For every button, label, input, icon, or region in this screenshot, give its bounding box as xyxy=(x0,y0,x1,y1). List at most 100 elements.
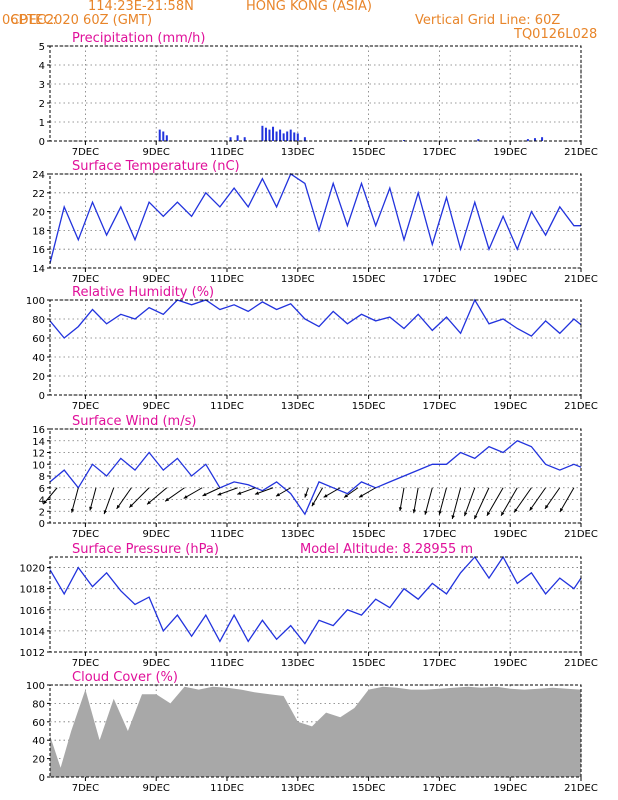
surface-wind-xtick-label: 15DEC xyxy=(352,529,386,540)
precipitation-bar xyxy=(229,137,232,141)
header-location: HONG KONG (ASIA) xyxy=(246,0,372,14)
wind-arrow xyxy=(486,487,504,517)
wind-arrow-head xyxy=(398,507,403,511)
header-source-label: CPTEC: xyxy=(10,13,57,28)
wind-arrow xyxy=(451,487,462,520)
precipitation-ytick-label: 1 xyxy=(39,118,45,129)
relative-humidity-ytick-label: 60 xyxy=(32,334,45,345)
surface-pressure-annotation: Model Altitude: 8.28955 m xyxy=(300,542,473,557)
surface-temperature-ytick-label: 14 xyxy=(32,264,45,275)
header-station: TQ0126L028 xyxy=(514,27,598,42)
relative-humidity-ytick-label: 100 xyxy=(26,296,45,307)
cloud-cover-xtick-label: 13DEC xyxy=(281,783,315,794)
surface-temperature-ytick-label: 20 xyxy=(32,208,45,219)
surface-wind-ytick-label: 10 xyxy=(32,460,45,471)
precipitation-ytick-label: 5 xyxy=(39,42,45,53)
wind-arrow-head xyxy=(529,506,533,511)
wind-arrow-head xyxy=(165,497,170,502)
precipitation-bar xyxy=(162,131,165,141)
relative-humidity-ytick-label: 40 xyxy=(32,353,45,364)
precipitation-bar xyxy=(236,135,239,141)
header-coords: 114:23E-21:58N xyxy=(88,0,194,14)
surface-temperature-xtick-label: 21DEC xyxy=(564,274,598,285)
relative-humidity-frame xyxy=(49,299,582,396)
surface-pressure-ytick-label: 1020 xyxy=(20,564,45,575)
wind-arrow xyxy=(128,487,150,508)
wind-arrow xyxy=(529,487,547,511)
cloud-cover-xtick-label: 17DEC xyxy=(423,783,457,794)
wind-arrow xyxy=(424,487,433,515)
cloud-cover-ytick-label: 0 xyxy=(39,773,45,784)
surface-temperature-xtick-label: 13DEC xyxy=(281,274,315,285)
wind-arrow-head xyxy=(70,508,75,513)
surface-wind-xtick-label: 9DEC xyxy=(143,529,170,540)
cloud-cover-area xyxy=(50,686,581,777)
surface-pressure-xtick-label: 11DEC xyxy=(210,658,244,669)
wind-arrow xyxy=(146,487,168,505)
surface-temperature-xtick-label: 7DEC xyxy=(72,274,99,285)
surface-temperature-ytick-label: 18 xyxy=(32,226,45,237)
surface-pressure-xtick-label: 15DEC xyxy=(352,658,386,669)
surface-wind-ytick-label: 8 xyxy=(39,472,45,483)
wind-arrow-head xyxy=(544,504,549,509)
precipitation-frame xyxy=(49,45,582,142)
precipitation-xtick-label: 11DEC xyxy=(210,147,244,158)
surface-temperature-frame xyxy=(49,173,582,269)
wind-arrow-head xyxy=(311,502,316,507)
surface-pressure-ytick-label: 1014 xyxy=(20,627,45,638)
cloud-cover-ytick-label: 100 xyxy=(26,681,45,692)
surface-pressure-ytick-label: 1012 xyxy=(20,648,45,659)
surface-pressure-xtick-label: 13DEC xyxy=(281,658,315,669)
relative-humidity-line xyxy=(49,298,582,339)
wind-arrow xyxy=(399,487,405,512)
surface-wind-ytick-label: 0 xyxy=(39,519,45,530)
wind-arrow xyxy=(438,487,447,515)
precipitation-bar xyxy=(264,127,267,141)
precipitation-bar xyxy=(282,133,285,141)
wind-arrow-head xyxy=(559,508,564,512)
cloud-cover-frame xyxy=(49,684,582,778)
relative-humidity-xtick-label: 13DEC xyxy=(281,401,315,412)
precipitation-bar xyxy=(541,137,544,141)
header-source: CPTEC: xyxy=(2,0,57,28)
wind-arrow xyxy=(103,487,115,515)
cloud-cover-xtick-label: 11DEC xyxy=(210,783,244,794)
precipitation-bar xyxy=(268,129,271,141)
wind-arrow xyxy=(464,487,476,517)
header-grid-note: Vertical Grid Line: 60Z xyxy=(415,13,561,28)
wind-arrow-head xyxy=(451,515,455,520)
wind-arrow-head xyxy=(438,510,442,515)
cloud-cover-ytick-label: 80 xyxy=(32,699,45,710)
surface-pressure-frame xyxy=(49,556,582,653)
relative-humidity-ytick-label: 80 xyxy=(32,315,45,326)
wind-arrow-head xyxy=(424,510,428,515)
precipitation-bar xyxy=(303,137,306,141)
wind-arrow-head xyxy=(323,494,328,498)
precipitation-bar xyxy=(526,139,529,141)
surface-temperature-line xyxy=(49,173,581,264)
wind-arrow-head xyxy=(103,510,107,515)
precipitation-bar xyxy=(477,139,480,141)
wind-arrow-head xyxy=(412,509,416,514)
wind-arrow xyxy=(89,487,97,511)
wind-arrow xyxy=(116,487,132,510)
surface-wind-line xyxy=(49,440,582,516)
wind-arrow-head xyxy=(275,492,280,497)
surface-temperature-ytick-label: 22 xyxy=(32,189,45,200)
precipitation-xtick-label: 9DEC xyxy=(143,147,170,158)
wind-arrow xyxy=(500,487,518,517)
wind-arrow xyxy=(544,487,561,510)
wind-arrow-head xyxy=(89,506,93,511)
surface-wind-ytick-label: 16 xyxy=(32,425,45,436)
surface-temperature-title: Surface Temperature (nC) xyxy=(72,159,240,174)
wind-arrow xyxy=(559,487,575,513)
precipitation-bar xyxy=(275,131,278,141)
precipitation-bar xyxy=(279,129,282,141)
cloud-cover-xtick-label: 9DEC xyxy=(143,783,170,794)
wind-arrow-head xyxy=(202,492,207,496)
precipitation-bar xyxy=(272,126,275,141)
precipitation-xtick-label: 7DEC xyxy=(72,147,99,158)
cloud-cover-ytick-label: 20 xyxy=(32,755,45,766)
wind-arrow-head xyxy=(514,508,518,513)
surface-pressure-xtick-label: 9DEC xyxy=(143,658,170,669)
